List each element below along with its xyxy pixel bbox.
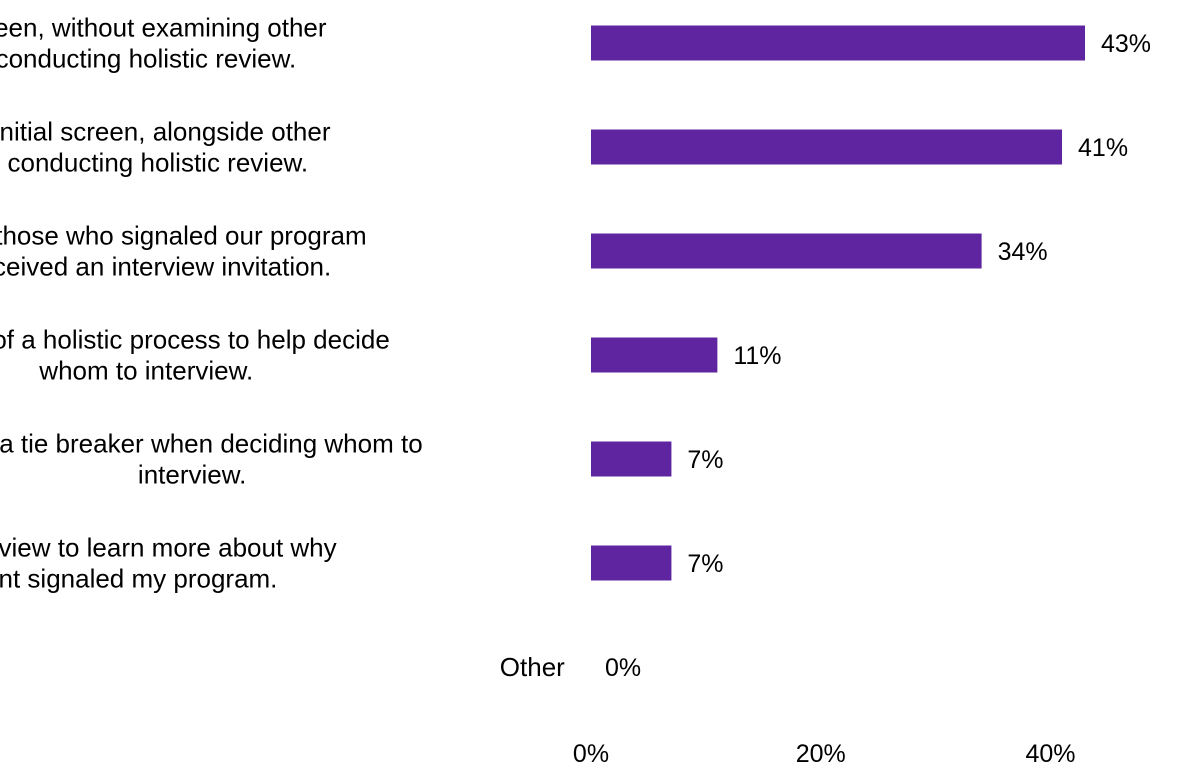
value-label-5: 7% [687,446,723,474]
x-axis-tick-labels: 0% 20% 40% [573,740,1076,768]
category-label-1: As an initial screen, without examining … [0,13,327,74]
value-label-4: 11% [733,342,781,370]
value-label-1: 43% [1101,30,1151,58]
bars [591,25,1085,581]
x-tick-label-2: 20% [796,740,846,768]
value-label-3: 34% [998,238,1048,266]
bar-4 [591,337,718,373]
value-label-2: 41% [1078,134,1128,162]
bar-3 [591,233,982,269]
category-label-6: During the interview to learn more about… [0,533,337,594]
x-tick-label-1: 0% [573,740,609,768]
x-tick-label-3: 40% [1026,740,1076,768]
category-label-2: As part of an initial screen, alongside … [0,117,331,178]
bar-5 [591,441,672,477]
value-label-6: 7% [687,550,723,578]
bar-2 [591,129,1063,165]
category-label-5: As a tie breaker when deciding whom to in… [0,429,423,490]
bar-6 [591,545,672,581]
value-labels: 43% 41% 34% 11% 7% 7% 0% [605,30,1151,682]
category-labels: As an initial screen, without examining … [0,13,565,683]
category-label-7: Other [500,652,565,682]
category-label-3: Only those who signaled our programrecei… [0,221,367,282]
bar-1 [591,25,1085,61]
value-label-7: 0% [605,654,641,682]
category-label-4: As part of a holistic process to help de… [0,325,390,386]
